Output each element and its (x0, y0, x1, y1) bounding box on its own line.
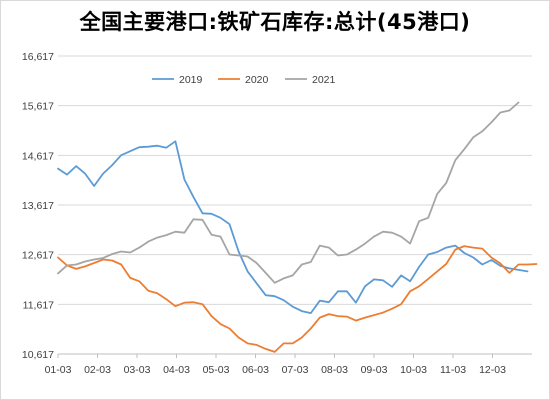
x-tick-label: 04-03 (163, 364, 190, 376)
legend-label-2020: 2020 (245, 74, 269, 86)
x-tick-label: 09-03 (361, 364, 388, 376)
x-tick-label: 08-03 (321, 364, 348, 376)
legend-label-2021: 2021 (312, 74, 336, 86)
axes (57, 353, 532, 358)
x-tick-label: 07-03 (282, 364, 309, 376)
y-axis-ticks: 10,617 11,617 12,617 13,617 14,617 15,617 16,6… (22, 51, 54, 361)
x-tick-label: 06-03 (242, 364, 269, 376)
legend: 2019 2020 2021 (152, 74, 336, 86)
y-tick-label: 15,617 (22, 101, 54, 113)
legend-label-2019: 2019 (179, 74, 203, 86)
y-tick-label: 11,617 (23, 299, 54, 311)
x-tick-label: 03-03 (124, 364, 151, 376)
x-tick-label: 01-03 (45, 364, 72, 376)
y-tick-label: 16,617 (22, 51, 54, 63)
x-tick-label: 11-03 (440, 364, 466, 376)
x-tick-label: 02-03 (84, 364, 111, 376)
y-tick-label: 13,617 (22, 200, 54, 212)
series-lines (57, 101, 538, 353)
x-tick-label: 05-03 (203, 364, 230, 376)
series-line-2021 (57, 101, 520, 284)
series-line-2020 (57, 245, 538, 353)
series-line-2019 (57, 140, 529, 315)
y-tick-label: 10,617 (22, 349, 54, 361)
y-tick-label: 14,617 (22, 150, 54, 162)
x-tick-label: 12-03 (479, 364, 506, 376)
x-tick-label: 10-03 (400, 364, 427, 376)
x-axis-ticks: 01-03 02-03 03-03 04-03 05-03 06-03 07-03 08-03… (45, 364, 507, 376)
y-tick-label: 12,617 (22, 250, 54, 262)
chart-title: 全国主要港口:铁矿石库存:总计(45港口) (79, 10, 471, 34)
gridlines (58, 55, 532, 305)
